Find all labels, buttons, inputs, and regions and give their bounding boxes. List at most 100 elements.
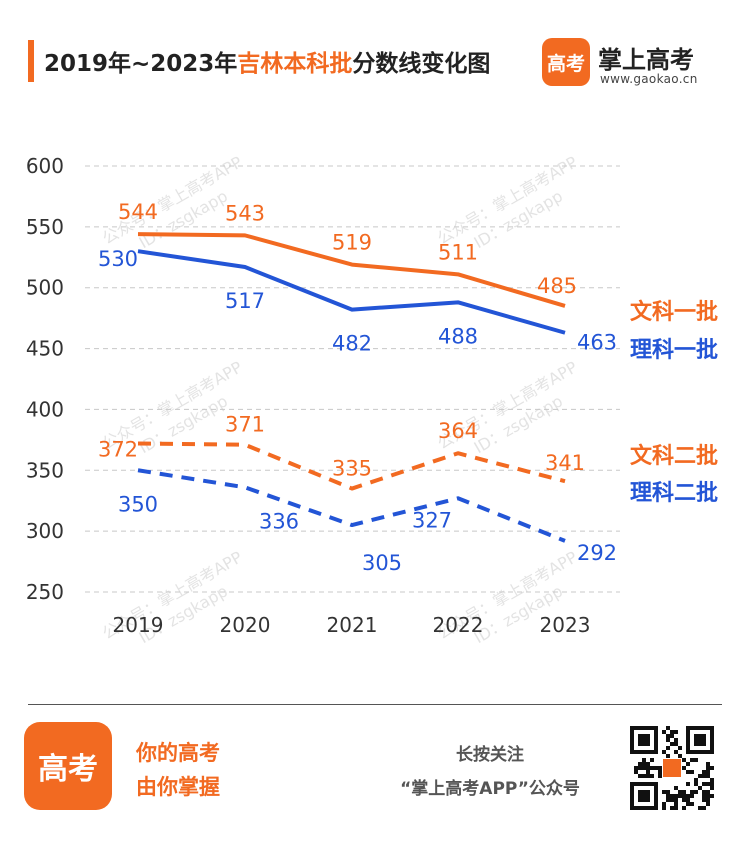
qr-module [690, 802, 694, 806]
qr-module [706, 790, 710, 794]
data-label: 530 [98, 247, 138, 271]
qr-module [698, 786, 702, 790]
series-line-4 [137, 468, 566, 543]
qr-module [710, 794, 714, 798]
qr-module [662, 750, 666, 754]
qr-module [646, 766, 650, 770]
slogan-line2: 由你掌握 [136, 775, 220, 799]
qr-module [674, 742, 678, 746]
qr-module [702, 794, 706, 798]
brand-name: 掌上高考 [598, 46, 694, 74]
qr-module [666, 726, 670, 730]
qr-module [678, 794, 682, 798]
qr-module [650, 758, 654, 762]
qr-module [658, 766, 662, 770]
qr-finder-center [694, 734, 706, 746]
header: 2019年~2023年吉林本科批分数线变化图 高考 掌上高考 www.gaoka… [0, 0, 750, 110]
data-label: 463 [577, 331, 617, 355]
qr-module [666, 798, 670, 802]
qr-module [658, 770, 662, 774]
qr-module [666, 746, 670, 750]
title-accent-bar [28, 40, 34, 82]
data-label: 482 [332, 332, 372, 356]
x-tick-label: 2019 [113, 613, 164, 637]
legend-label: 理科二批 [630, 481, 718, 506]
legend-label: 文科一批 [630, 299, 718, 325]
gaokao-logo-icon: 高考 [542, 38, 590, 86]
x-tick-label: 2023 [540, 613, 591, 637]
qr-module [710, 766, 714, 770]
qr-module [694, 758, 698, 762]
y-tick-label: 450 [26, 337, 64, 361]
qr-module [690, 758, 694, 762]
qr-module [710, 782, 714, 786]
series-line-2 [137, 249, 566, 335]
qr-module [706, 782, 710, 786]
qr-module [674, 802, 678, 806]
qr-module [670, 798, 674, 802]
title-highlight: 吉林本科批 [237, 51, 353, 77]
qr-module [710, 778, 714, 782]
qr-module [706, 802, 710, 806]
qr-module [702, 782, 706, 786]
data-label: 488 [438, 324, 478, 348]
qr-module [654, 766, 658, 770]
qr-module [702, 798, 706, 802]
qr-module [666, 754, 670, 758]
qr-module [650, 766, 654, 770]
qr-module [678, 790, 682, 794]
qr-module [706, 774, 710, 778]
chart-title: 2019年~2023年吉林本科批分数线变化图 [44, 44, 490, 78]
x-tick-label: 2020 [220, 613, 271, 637]
qr-module [686, 798, 690, 802]
footer-logo-icon: 高考 [24, 722, 112, 810]
qr-module [674, 806, 678, 810]
qr-module [634, 770, 638, 774]
qr-module [666, 794, 670, 798]
qr-finder-center [638, 734, 650, 746]
qr-module [674, 730, 678, 734]
qr-module [686, 794, 690, 798]
qr-module [670, 794, 674, 798]
x-tick-label: 2021 [327, 613, 378, 637]
qr-module [646, 774, 650, 778]
qr-module [662, 802, 666, 806]
qr-finder-center [638, 790, 650, 802]
qr-module [638, 762, 642, 766]
qr-module [670, 806, 674, 810]
data-label: 341 [545, 451, 585, 475]
qr-module [694, 790, 698, 794]
y-tick-label: 600 [26, 154, 64, 178]
qr-module [682, 794, 686, 798]
qr-module [674, 798, 678, 802]
x-tick-label: 2022 [433, 613, 484, 637]
qr-module [702, 774, 706, 778]
data-labels: 544 543 519 511 485 530 517 482 488 463 372 371 335 3… [98, 200, 617, 575]
legend-label: 文科二批 [630, 443, 718, 469]
y-tick-label: 300 [26, 519, 64, 543]
qr-module [650, 774, 654, 778]
qr-module [682, 758, 686, 762]
qr-module [662, 806, 666, 810]
data-label: 350 [118, 492, 158, 516]
qr-module [666, 734, 670, 738]
qr-code-icon[interactable] [630, 726, 714, 810]
data-label: 327 [412, 508, 452, 532]
qr-module [698, 806, 702, 810]
qr-module [694, 778, 698, 782]
qr-module [678, 754, 682, 758]
data-label: 519 [332, 231, 372, 255]
qr-module [642, 766, 646, 770]
data-label: 335 [332, 457, 372, 481]
data-label: 364 [438, 419, 478, 443]
title-prefix: 2019年~2023年 [44, 51, 238, 77]
data-label: 543 [225, 201, 265, 225]
data-label: 292 [577, 541, 617, 565]
qr-module [666, 738, 670, 742]
qr-module [702, 790, 706, 794]
qr-module [670, 734, 674, 738]
qr-module [634, 766, 638, 770]
